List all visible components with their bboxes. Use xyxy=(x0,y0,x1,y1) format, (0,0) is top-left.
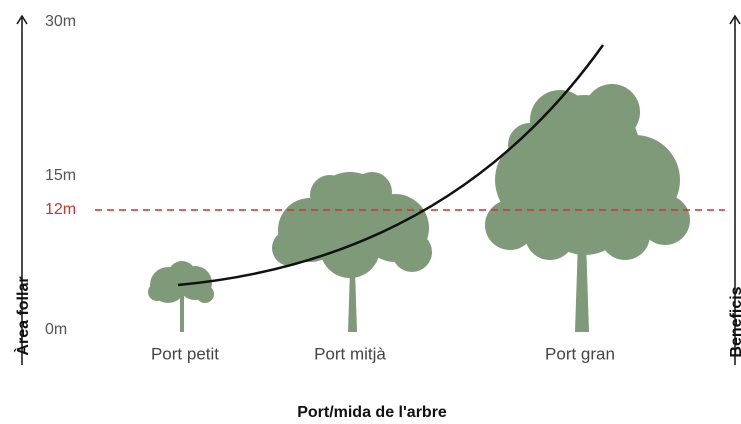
tree-label: Port petit xyxy=(151,344,219,363)
left-arrow-head xyxy=(16,14,28,25)
tree-label: Port gran xyxy=(545,344,615,363)
tree-large xyxy=(485,84,690,332)
tree-medium xyxy=(272,172,432,332)
right-axis-label: Beneficis xyxy=(728,286,741,357)
height-label: 15m xyxy=(45,167,76,184)
left-axis-label: Àrea follar xyxy=(13,276,32,355)
right-arrow-head xyxy=(729,14,741,25)
tree-small xyxy=(148,261,214,332)
benefit-curve xyxy=(177,44,605,287)
tree-label: Port mitjà xyxy=(314,344,386,363)
height-label: 0m xyxy=(45,321,67,338)
height-label: 30m xyxy=(45,13,76,30)
height-label: 12m xyxy=(45,201,76,218)
bottom-axis-label: Port/mida de l'arbre xyxy=(297,404,447,421)
